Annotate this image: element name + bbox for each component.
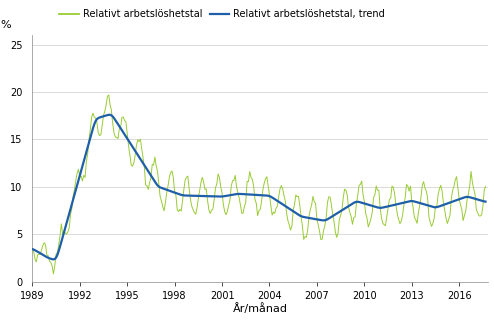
- X-axis label: År/månad: År/månad: [233, 304, 288, 315]
- Text: %: %: [0, 20, 11, 30]
- Legend: Relativt arbetslöshetstal, Relativt arbetslöshetstal, trend: Relativt arbetslöshetstal, Relativt arbe…: [55, 5, 389, 23]
